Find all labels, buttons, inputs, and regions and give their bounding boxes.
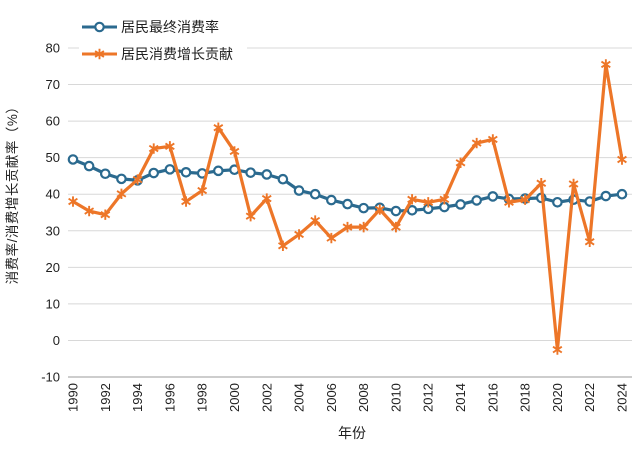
- asterisk-data-point-marker: [116, 188, 127, 200]
- asterisk-data-point-marker: [181, 196, 191, 207]
- circle-data-point-marker: [164, 164, 176, 175]
- asterisk-data-point-marker: [439, 194, 450, 205]
- asterisk-data-point-marker: [310, 215, 321, 226]
- asterisk-data-point-marker: [584, 236, 595, 247]
- asterisk-data-point-marker: [455, 157, 466, 168]
- x-tick-label: 2014: [453, 383, 468, 412]
- y-tick-label: 80: [46, 41, 60, 56]
- asterisk-data-point-marker: [294, 229, 304, 240]
- asterisk-data-point-marker: [342, 221, 353, 233]
- x-tick-label: 2006: [324, 383, 339, 412]
- circle-data-point-marker: [67, 154, 79, 165]
- x-tick-label: 2020: [550, 383, 565, 412]
- asterisk-data-point-marker: [197, 185, 208, 196]
- x-tick-label: 1992: [98, 383, 113, 412]
- circle-data-point-marker: [99, 168, 111, 180]
- y-tick-label: 40: [46, 187, 60, 202]
- line-circle-marker-swatch: [82, 21, 117, 32]
- circle-data-point-marker: [293, 185, 305, 196]
- asterisk-data-point-marker: [471, 137, 482, 149]
- circle-data-point-marker: [487, 191, 499, 202]
- circle-data-point-marker: [277, 173, 289, 185]
- asterisk-data-point-marker: [100, 209, 111, 220]
- asterisk-data-point-marker: [487, 134, 498, 145]
- x-tick-label: 2000: [227, 383, 242, 412]
- asterisk-data-point-marker: [132, 174, 143, 185]
- y-tick-label: -10: [41, 370, 60, 385]
- asterisk-data-point-marker: [164, 141, 175, 152]
- asterisk-data-point-marker: [552, 344, 563, 355]
- circle-data-point-marker: [326, 194, 337, 206]
- circle-data-point-marker: [455, 199, 466, 210]
- y-tick-label: 50: [46, 150, 60, 165]
- asterisk-data-point-marker: [407, 194, 418, 205]
- asterisk-data-point-marker: [600, 59, 611, 70]
- legend-item-consumption-rate: 居民最终消费率: [81, 13, 233, 40]
- circle-data-point-marker: [94, 21, 105, 32]
- x-tick-label: 2008: [356, 383, 371, 412]
- circle-data-point-marker: [148, 167, 160, 179]
- asterisk-data-point-marker: [358, 221, 369, 233]
- legend-label: 居民消费增长贡献: [121, 45, 233, 62]
- x-tick-label: 2004: [292, 383, 307, 412]
- asterisk-data-point-marker: [213, 122, 224, 133]
- circle-data-point-marker: [116, 173, 127, 185]
- asterisk-data-point-marker: [374, 204, 385, 215]
- circle-data-point-marker: [83, 160, 95, 172]
- y-axis-title: 消费率/消费增长贡献率（%）: [5, 99, 20, 285]
- circle-data-point-marker: [213, 165, 224, 177]
- circle-data-point-marker: [245, 167, 256, 178]
- circle-data-point-marker: [471, 195, 482, 206]
- y-tick-label: 10: [46, 296, 60, 311]
- y-tick-label: 20: [46, 260, 60, 275]
- x-tick-label: 2018: [518, 383, 533, 412]
- circle-data-point-marker: [309, 188, 321, 200]
- asterisk-data-point-marker: [68, 196, 78, 207]
- y-tick-label: 30: [46, 223, 60, 238]
- x-tick-label: 1996: [162, 383, 177, 412]
- circle-data-point-marker: [390, 205, 402, 217]
- circle-data-point-marker: [552, 196, 563, 208]
- circle-data-point-marker: [406, 205, 418, 216]
- x-tick-label: 2010: [388, 383, 403, 412]
- x-tick-label: 1998: [195, 383, 210, 412]
- x-tick-label: 2022: [582, 383, 597, 412]
- y-tick-label: 70: [46, 77, 60, 92]
- asterisk-data-point-marker: [84, 205, 95, 217]
- x-tick-label: 1994: [130, 383, 145, 412]
- circle-data-point-marker: [616, 188, 628, 200]
- asterisk-data-point-marker: [94, 48, 105, 59]
- asterisk-data-point-marker: [423, 197, 434, 208]
- x-tick-label: 2016: [485, 383, 500, 412]
- asterisk-data-point-marker: [261, 193, 272, 204]
- asterisk-data-point-marker: [148, 143, 159, 154]
- asterisk-data-point-marker: [277, 240, 288, 251]
- x-tick-label: 2024: [614, 383, 629, 412]
- circle-data-point-marker: [600, 190, 612, 202]
- line-asterisk-marker-swatch: [82, 48, 117, 59]
- x-tick-label: 2012: [421, 383, 436, 412]
- y-tick-label: 0: [53, 333, 60, 348]
- x-tick-label: 1990: [66, 383, 81, 412]
- x-axis-title: 年份: [338, 425, 366, 441]
- asterisk-data-point-marker: [617, 154, 627, 165]
- legend: 居民最终消费率 居民消费增长贡献: [79, 12, 247, 68]
- asterisk-data-point-marker: [245, 210, 256, 222]
- asterisk-data-point-marker: [229, 146, 240, 157]
- asterisk-data-point-marker: [536, 178, 547, 189]
- asterisk-data-point-marker: [391, 221, 401, 233]
- circle-data-point-marker: [261, 169, 273, 180]
- asterisk-data-point-marker: [326, 232, 337, 244]
- circle-data-point-marker: [180, 166, 192, 178]
- asterisk-data-point-marker: [568, 178, 579, 190]
- circle-data-point-marker: [358, 202, 369, 214]
- legend-label: 居民最终消费率: [121, 18, 219, 35]
- y-tick-label: 60: [46, 114, 60, 129]
- asterisk-data-point-marker: [504, 197, 514, 208]
- asterisk-data-point-marker: [520, 194, 531, 205]
- legend-item-consumption-growth-contribution: 居民消费增长贡献: [81, 40, 233, 67]
- circle-data-point-marker: [342, 198, 353, 210]
- x-tick-label: 2002: [259, 383, 274, 412]
